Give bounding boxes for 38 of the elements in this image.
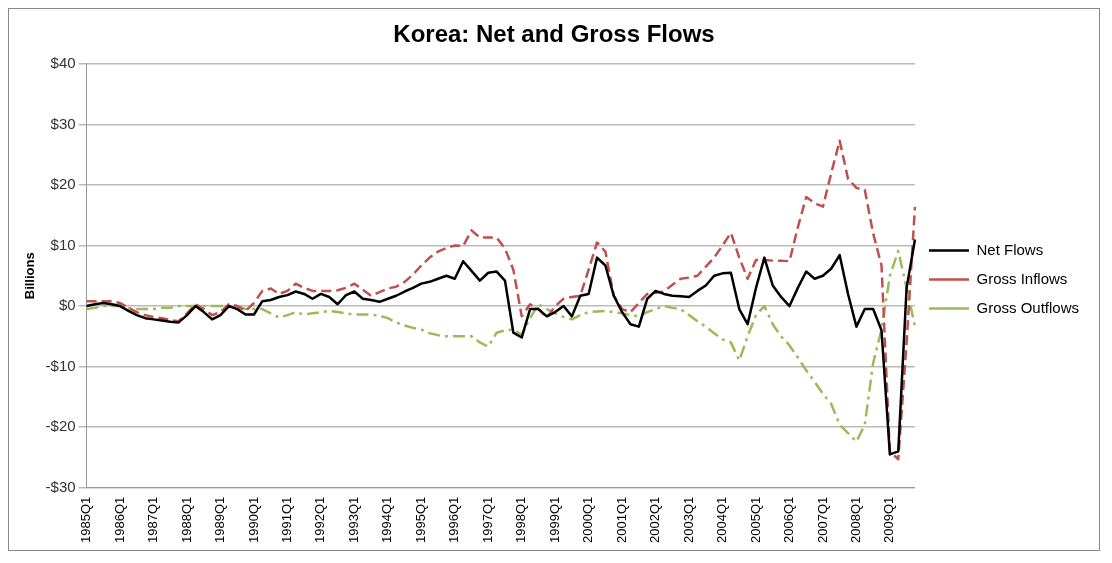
x-tick-label: 2006Q1 [781,496,797,543]
x-tick-label: 1988Q1 [178,496,194,543]
x-tick-label: 2002Q1 [647,496,663,543]
x-tick-label: 1999Q1 [546,496,562,543]
x-tick-label: 2005Q1 [747,496,763,543]
x-tick-label: 2000Q1 [580,496,596,543]
legend-label: Net Flows [976,240,1044,258]
y-tick-label: $20 [50,175,76,193]
x-tick-label: 2001Q1 [613,496,629,543]
x-tick-label: 1997Q1 [479,496,495,543]
x-tick-label: 1992Q1 [312,496,328,543]
x-tick-label: 1996Q1 [446,496,462,543]
x-tick-label: 2009Q1 [881,496,897,543]
x-tick-label: 2007Q1 [814,496,830,543]
x-tick-label: 1985Q1 [78,496,94,543]
legend-label: Gross Inflows [976,269,1068,287]
chart-title: Korea: Net and Gross Flows [393,20,715,48]
y-axis-title: Billions [22,252,38,300]
x-tick-label: 2003Q1 [680,496,696,543]
y-tick-label: -$20 [45,417,76,435]
x-tick-label: 2004Q1 [714,496,730,543]
x-tick-label: 1987Q1 [145,496,161,543]
x-tick-label: 1991Q1 [279,496,295,543]
x-tick-label: 1995Q1 [412,496,428,543]
y-tick-label: $40 [50,53,76,71]
x-tick-label: 1994Q1 [379,496,395,543]
y-tick-label: -$10 [45,356,76,374]
x-tick-label: 1989Q1 [212,496,228,543]
x-tick-label: 1986Q1 [111,496,127,543]
y-tick-label: $10 [50,235,76,253]
x-tick-label: 1990Q1 [245,496,261,543]
y-tick-label: $30 [50,114,76,132]
x-tick-label: 1998Q1 [513,496,529,543]
x-tick-label: 2008Q1 [847,496,863,543]
y-tick-label: $0 [58,296,76,314]
x-tick-label: 1993Q1 [345,496,361,543]
legend-label: Gross Outflows [976,298,1080,316]
y-tick-label: -$30 [45,477,76,495]
